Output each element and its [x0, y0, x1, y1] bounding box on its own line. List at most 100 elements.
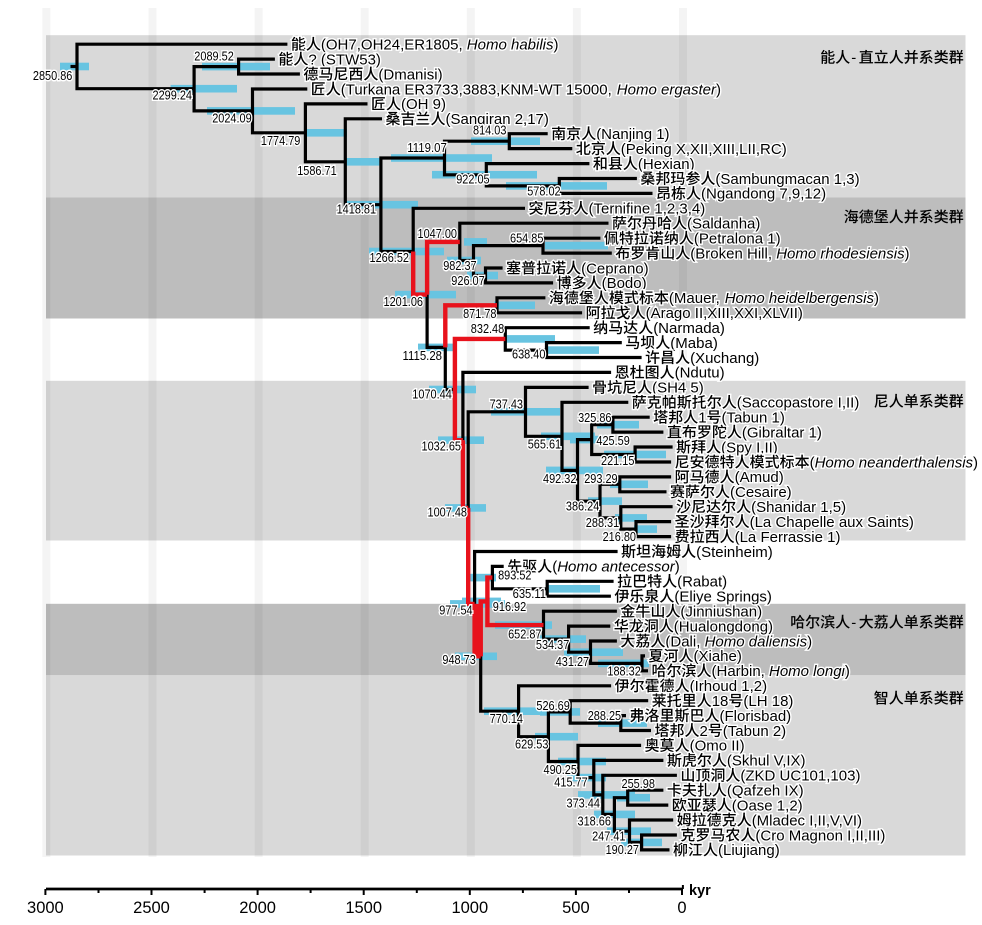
svg-text:500: 500	[562, 899, 590, 917]
svg-text:(Eliye Springs): (Eliye Springs)	[674, 589, 772, 606]
svg-text:(Sambungmacan 1,3): (Sambungmacan 1,3)	[715, 171, 859, 188]
svg-text:255.98: 255.98	[622, 776, 655, 791]
svg-text:1032.65: 1032.65	[422, 438, 462, 453]
svg-text:216.80: 216.80	[603, 529, 636, 544]
svg-text:): )	[807, 633, 812, 650]
svg-text:490.25: 490.25	[544, 762, 577, 777]
svg-text:2850.86: 2850.86	[33, 68, 73, 83]
svg-text:(Bodo): (Bodo)	[602, 275, 647, 292]
svg-text:1266.52: 1266.52	[370, 250, 410, 265]
svg-text:(Oase 1,2): (Oase 1,2)	[732, 797, 803, 814]
svg-text:(LH 18): (LH 18)	[743, 693, 793, 710]
svg-text:(Mladec I,II,V,VI): (Mladec I,II,V,VI)	[752, 812, 862, 829]
svg-text:(: (	[810, 454, 815, 471]
svg-text:922.05: 922.05	[456, 171, 489, 186]
svg-text:(Nanjing 1): (Nanjing 1)	[596, 126, 669, 143]
svg-text:(SH4 5): (SH4 5)	[652, 380, 704, 397]
svg-text:2500: 2500	[133, 899, 170, 917]
svg-text:770.14: 770.14	[490, 711, 523, 726]
svg-text:(OH7,OH24,ER1805,: (OH7,OH24,ER1805,	[321, 37, 463, 54]
svg-text:814.03: 814.03	[473, 123, 506, 138]
svg-text:492.32: 492.32	[543, 471, 576, 486]
svg-text:(Ngandong 7,9,12): (Ngandong 7,9,12)	[701, 186, 826, 203]
svg-text:415.77: 415.77	[554, 775, 587, 790]
svg-text:Homo longi: Homo longi	[769, 663, 846, 680]
svg-text:926.07: 926.07	[451, 273, 484, 288]
svg-text:(Florisbad): (Florisbad)	[720, 708, 792, 725]
svg-text:(Shanidar 1,5): (Shanidar 1,5)	[751, 499, 846, 516]
svg-text:(Mauer,: (Mauer,	[669, 290, 720, 307]
svg-text:(Xiahe): (Xiahe)	[694, 648, 742, 665]
svg-text:188.32: 188.32	[607, 664, 640, 679]
svg-text:832.48: 832.48	[471, 321, 504, 336]
svg-text:(La Ferrassie 1): (La Ferrassie 1)	[735, 529, 841, 546]
svg-text:(Maba): (Maba)	[670, 335, 718, 352]
svg-text:526.69: 526.69	[536, 698, 569, 713]
svg-text:(La Chapelle aux Saints): (La Chapelle aux Saints)	[750, 514, 914, 531]
svg-text:-: -	[851, 614, 856, 631]
svg-text:425.59: 425.59	[596, 433, 629, 448]
svg-text:2299.24: 2299.24	[153, 88, 193, 103]
svg-text:18: 18	[712, 693, 729, 710]
svg-text:(Tabun 1): (Tabun 1)	[722, 410, 785, 427]
svg-text:(Steinheim): (Steinheim)	[696, 544, 773, 561]
svg-text:(Irhoud 1,2): (Irhoud 1,2)	[690, 678, 768, 695]
svg-text:654.85: 654.85	[510, 231, 543, 246]
svg-text:(Arago II,XIII,XXI,XLVII): (Arago II,XIII,XXI,XLVII)	[646, 305, 803, 322]
svg-text:(Rabat): (Rabat)	[677, 574, 727, 591]
svg-text:(Sangiran 2,17): (Sangiran 2,17)	[446, 111, 549, 128]
svg-text:635.11: 635.11	[513, 586, 546, 601]
svg-text:638.40: 638.40	[512, 347, 545, 362]
svg-text:? (STW53): ? (STW53)	[308, 51, 381, 68]
svg-text:652.87: 652.87	[508, 626, 541, 641]
svg-text:318.66: 318.66	[578, 814, 611, 829]
svg-text:325.86: 325.86	[578, 410, 611, 425]
svg-text:Homo ergaster: Homo ergaster	[617, 81, 717, 98]
svg-text:1418.81: 1418.81	[337, 202, 377, 217]
svg-text:(OH 9): (OH 9)	[401, 96, 446, 113]
svg-text:(Cesaire): (Cesaire)	[730, 484, 792, 501]
svg-text:2089.52: 2089.52	[194, 48, 234, 63]
svg-text:0: 0	[677, 899, 686, 917]
svg-text:2: 2	[700, 723, 708, 740]
svg-text:Homo daliensis: Homo daliensis	[705, 633, 808, 650]
svg-text:373.44: 373.44	[567, 795, 600, 810]
svg-text:Homo antecessor: Homo antecessor	[557, 559, 676, 576]
svg-text:(Peking X,XII,XIII,LII,RC): (Peking X,XII,XIII,LII,RC)	[621, 141, 787, 158]
svg-text:1115.28: 1115.28	[403, 348, 443, 363]
svg-text:): )	[973, 454, 978, 471]
svg-text:): )	[905, 245, 910, 262]
svg-text:(Harbin,: (Harbin,	[712, 663, 765, 680]
svg-text:(Ternifine 1,2,3,4): (Ternifine 1,2,3,4)	[589, 201, 706, 218]
svg-text:(Hualongdong): (Hualongdong)	[674, 618, 773, 635]
svg-text:1774.79: 1774.79	[261, 133, 301, 148]
svg-text:-: -	[851, 50, 856, 67]
svg-text:1000: 1000	[451, 899, 488, 917]
svg-text:1201.06: 1201.06	[384, 294, 424, 309]
svg-text:(Tabun 2): (Tabun 2)	[723, 723, 786, 740]
svg-text:(Saccopastore I,II): (Saccopastore I,II)	[737, 395, 860, 412]
svg-text:): )	[845, 663, 850, 680]
svg-text:948.73: 948.73	[442, 652, 475, 667]
svg-text:221.15: 221.15	[601, 453, 634, 468]
svg-text:): )	[874, 290, 879, 307]
svg-text:(Ndutu): (Ndutu)	[675, 365, 725, 382]
svg-text:(Turkana ER3733,3883,KNM-WT 15: (Turkana ER3733,3883,KNM-WT 15000,	[341, 81, 612, 98]
svg-text:): )	[716, 81, 721, 98]
svg-text:(Dali,: (Dali,	[665, 633, 700, 650]
svg-text:565.61: 565.61	[528, 436, 561, 451]
svg-text:(Saldanha): (Saldanha)	[687, 216, 760, 233]
svg-text:(Gibraltar 1): (Gibraltar 1)	[742, 424, 822, 441]
svg-text:386.24: 386.24	[566, 498, 599, 513]
svg-text:Homo neanderthalensis: Homo neanderthalensis	[815, 454, 974, 471]
svg-text:Homo rhodesiensis: Homo rhodesiensis	[776, 245, 905, 262]
svg-text:1: 1	[698, 410, 706, 427]
svg-text:982.37: 982.37	[443, 258, 476, 273]
svg-text:Homo habilis: Homo habilis	[467, 37, 554, 54]
svg-text:247.41: 247.41	[592, 828, 625, 843]
svg-text:737.43: 737.43	[490, 397, 523, 412]
svg-text:(Narmada): (Narmada)	[653, 320, 725, 337]
svg-text:1070.44: 1070.44	[412, 386, 452, 401]
svg-text:431.27: 431.27	[556, 654, 589, 669]
svg-text:916.92: 916.92	[493, 599, 526, 614]
